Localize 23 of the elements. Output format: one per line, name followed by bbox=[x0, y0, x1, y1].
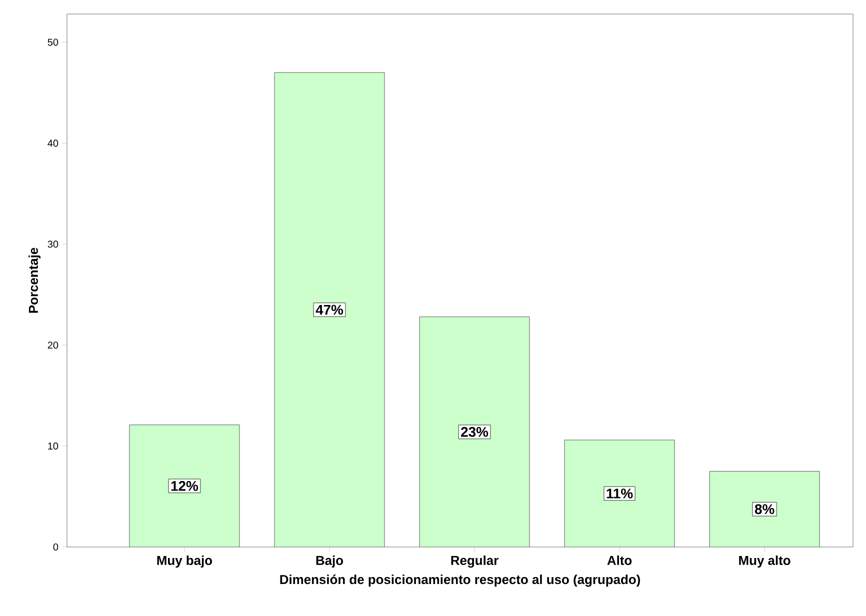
y-tick-label: 30 bbox=[48, 240, 58, 248]
data-label: 11% bbox=[606, 488, 633, 498]
y-tick-label: 20 bbox=[48, 342, 58, 349]
data-label: 12% bbox=[171, 480, 198, 491]
y-axis-title: Porcentaje bbox=[28, 248, 41, 313]
bar bbox=[564, 440, 675, 547]
data-label: 8% bbox=[754, 504, 774, 514]
y-tick-label: 50 bbox=[48, 38, 58, 46]
x-tick-label: Regular bbox=[451, 556, 498, 568]
x-axis-title: Dimensión de posicionamiento respecto al uso (agrupado) bbox=[280, 574, 640, 587]
bar bbox=[419, 316, 530, 547]
x-tick-label: Muy alto bbox=[739, 556, 790, 568]
y-tick-label: 0 bbox=[53, 543, 58, 551]
y-tick-label: 10 bbox=[48, 442, 58, 450]
x-tick-label: Muy bajo bbox=[157, 556, 212, 568]
bar bbox=[129, 424, 240, 547]
data-label: 23% bbox=[461, 426, 488, 437]
y-tick-label: 40 bbox=[48, 140, 58, 147]
x-tick-label: Alto bbox=[607, 556, 632, 566]
x-tick-label: Bajo bbox=[316, 556, 344, 568]
data-label: 47% bbox=[316, 304, 344, 315]
bar bbox=[274, 72, 385, 547]
bar bbox=[709, 471, 820, 547]
